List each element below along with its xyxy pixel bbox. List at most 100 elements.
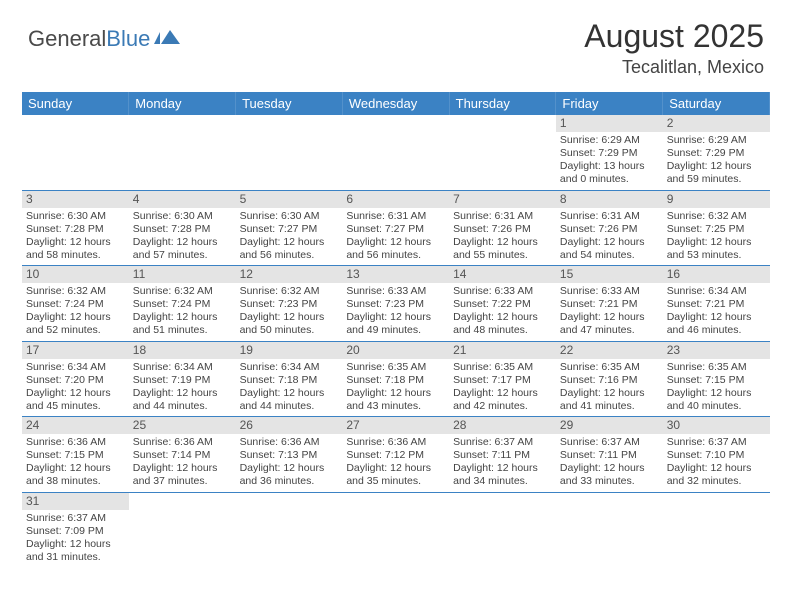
day-number: 10	[22, 266, 129, 283]
day-info: Sunrise: 6:34 AMSunset: 7:20 PMDaylight:…	[26, 361, 125, 414]
day-info: Sunrise: 6:36 AMSunset: 7:13 PMDaylight:…	[240, 436, 339, 489]
calendar-week-row: 17Sunrise: 6:34 AMSunset: 7:20 PMDayligh…	[22, 341, 770, 417]
calendar-day-cell: 15 Sunrise: 6:33 AMSunset: 7:21 PMDayligh…	[556, 266, 663, 342]
day-number: 1	[556, 115, 663, 132]
day-info-line: Daylight: 12 hours	[26, 311, 125, 324]
day-info: Sunrise: 6:31 AMSunset: 7:26 PMDaylight:…	[560, 210, 659, 263]
day-info-line: and 56 minutes.	[240, 249, 339, 262]
day-info-line: Sunset: 7:21 PM	[667, 298, 766, 311]
day-info: Sunrise: 6:29 AMSunset: 7:29 PMDaylight:…	[560, 134, 659, 187]
day-number: 2	[663, 115, 770, 132]
calendar-day-cell: 16Sunrise: 6:34 AMSunset: 7:21 PMDayligh…	[663, 266, 770, 342]
day-info: Sunrise: 6:35 AMSunset: 7:17 PMDaylight:…	[453, 361, 552, 414]
weekday-header: Wednesday	[342, 92, 449, 115]
day-info-line: Sunset: 7:11 PM	[560, 449, 659, 462]
day-info-line: Daylight: 12 hours	[26, 462, 125, 475]
day-info-line: Sunset: 7:27 PM	[346, 223, 445, 236]
day-info-line: Sunrise: 6:35 AM	[667, 361, 766, 374]
day-info-line: Sunset: 7:28 PM	[133, 223, 232, 236]
weekday-header: Sunday	[22, 92, 129, 115]
day-info-line: Sunset: 7:22 PM	[453, 298, 552, 311]
calendar-day-cell: 18Sunrise: 6:34 AMSunset: 7:19 PMDayligh…	[129, 341, 236, 417]
day-number: 29	[556, 417, 663, 434]
day-info-line: Sunset: 7:20 PM	[26, 374, 125, 387]
day-info-line: Sunset: 7:11 PM	[453, 449, 552, 462]
day-info: Sunrise: 6:35 AMSunset: 7:18 PMDaylight:…	[346, 361, 445, 414]
calendar-empty-cell	[449, 115, 556, 190]
day-info-line: and 46 minutes.	[667, 324, 766, 337]
day-number: 4	[129, 191, 236, 208]
day-info: Sunrise: 6:33 AMSunset: 7:22 PMDaylight:…	[453, 285, 552, 338]
day-info-line: Daylight: 12 hours	[346, 236, 445, 249]
day-number: 9	[663, 191, 770, 208]
day-info-line: Sunset: 7:10 PM	[667, 449, 766, 462]
day-info-line: Sunrise: 6:31 AM	[453, 210, 552, 223]
calendar-day-cell: 25 Sunrise: 6:36 AMSunset: 7:14 PMDayligh…	[129, 417, 236, 493]
calendar-week-row: 24Sunrise: 6:36 AMSunset: 7:15 PMDayligh…	[22, 417, 770, 493]
day-info-line: and 57 minutes.	[133, 249, 232, 262]
day-info-line: and 33 minutes.	[560, 475, 659, 488]
calendar-week-row: 31Sunrise: 6:37 AMSunset: 7:09 PMDayligh…	[22, 492, 770, 567]
day-info-line: Sunrise: 6:33 AM	[346, 285, 445, 298]
calendar-day-cell: 23Sunrise: 6:35 AMSunset: 7:15 PMDayligh…	[663, 341, 770, 417]
calendar-day-cell: 2Sunrise: 6:29 AMSunset: 7:29 PMDaylight…	[663, 115, 770, 190]
day-info-line: Daylight: 12 hours	[560, 387, 659, 400]
day-info-line: Sunset: 7:28 PM	[26, 223, 125, 236]
day-info-line: and 41 minutes.	[560, 400, 659, 413]
day-number: 6	[342, 191, 449, 208]
day-info: Sunrise: 6:34 AMSunset: 7:21 PMDaylight:…	[667, 285, 766, 338]
day-info: Sunrise: 6:34 AMSunset: 7:18 PMDaylight:…	[240, 361, 339, 414]
day-info: Sunrise: 6:35 AMSunset: 7:15 PMDaylight:…	[667, 361, 766, 414]
day-info: Sunrise: 6:34 AMSunset: 7:19 PMDaylight:…	[133, 361, 232, 414]
day-info-line: Daylight: 12 hours	[133, 311, 232, 324]
day-info-line: Sunset: 7:17 PM	[453, 374, 552, 387]
day-info-line: Daylight: 12 hours	[240, 462, 339, 475]
day-info-line: Sunrise: 6:31 AM	[560, 210, 659, 223]
calendar-empty-cell	[556, 492, 663, 567]
day-info-line: Sunset: 7:13 PM	[240, 449, 339, 462]
day-info-line: Sunset: 7:24 PM	[26, 298, 125, 311]
day-info-line: Daylight: 12 hours	[133, 462, 232, 475]
day-info-line: Sunrise: 6:35 AM	[560, 361, 659, 374]
day-info: Sunrise: 6:32 AMSunset: 7:24 PMDaylight:…	[26, 285, 125, 338]
day-number: 24	[22, 417, 129, 434]
day-info-line: Sunset: 7:09 PM	[26, 525, 125, 538]
day-info-line: and 44 minutes.	[240, 400, 339, 413]
calendar-day-cell: 17 Sunrise: 6:34 AMSunset: 7:20 PMDayligh…	[22, 341, 129, 417]
calendar-empty-cell	[342, 115, 449, 190]
calendar-day-cell: 10 Sunrise: 6:32 AMSunset: 7:24 PMDayligh…	[22, 266, 129, 342]
day-number: 13	[342, 266, 449, 283]
day-info-line: Sunrise: 6:36 AM	[133, 436, 232, 449]
calendar-day-cell: 24Sunrise: 6:36 AMSunset: 7:15 PMDayligh…	[22, 417, 129, 493]
day-number: 31	[22, 493, 129, 510]
day-info-line: Sunrise: 6:30 AM	[240, 210, 339, 223]
day-info-line: Sunrise: 6:36 AM	[240, 436, 339, 449]
logo-text-2: Blue	[106, 26, 150, 52]
day-info-line: Sunrise: 6:34 AM	[26, 361, 125, 374]
calendar-day-cell: 8Sunrise: 6:31 AMSunset: 7:26 PMDaylight…	[556, 190, 663, 266]
day-info-line: and 38 minutes.	[26, 475, 125, 488]
day-info-line: Sunrise: 6:32 AM	[26, 285, 125, 298]
day-number: 17	[22, 342, 129, 359]
day-info-line: Sunrise: 6:37 AM	[453, 436, 552, 449]
day-info: Sunrise: 6:33 AMSunset: 7:21 PMDaylight:…	[560, 285, 659, 338]
title-block: August 2025 Tecalitlan, Mexico	[584, 18, 764, 78]
day-info-line: Daylight: 12 hours	[667, 387, 766, 400]
day-number: 25	[129, 417, 236, 434]
day-info-line: Daylight: 12 hours	[240, 387, 339, 400]
day-info-line: Sunset: 7:14 PM	[133, 449, 232, 462]
calendar-week-row: 10Sunrise: 6:32 AMSunset: 7:24 PMDayligh…	[22, 266, 770, 342]
day-info-line: and 56 minutes.	[346, 249, 445, 262]
day-info-line: Sunrise: 6:32 AM	[240, 285, 339, 298]
day-info-line: Daylight: 12 hours	[667, 236, 766, 249]
calendar-day-cell: 12Sunrise: 6:32 AMSunset: 7:23 PMDayligh…	[236, 266, 343, 342]
calendar-day-cell: 7Sunrise: 6:31 AMSunset: 7:26 PMDaylight…	[449, 190, 556, 266]
day-info-line: Daylight: 12 hours	[346, 387, 445, 400]
day-info-line: and 42 minutes.	[453, 400, 552, 413]
day-number: 15	[556, 266, 663, 283]
day-number: 19	[236, 342, 343, 359]
flag-icon	[154, 26, 180, 52]
day-info: Sunrise: 6:30 AMSunset: 7:27 PMDaylight:…	[240, 210, 339, 263]
day-info-line: and 55 minutes.	[453, 249, 552, 262]
day-info: Sunrise: 6:37 AMSunset: 7:11 PMDaylight:…	[453, 436, 552, 489]
